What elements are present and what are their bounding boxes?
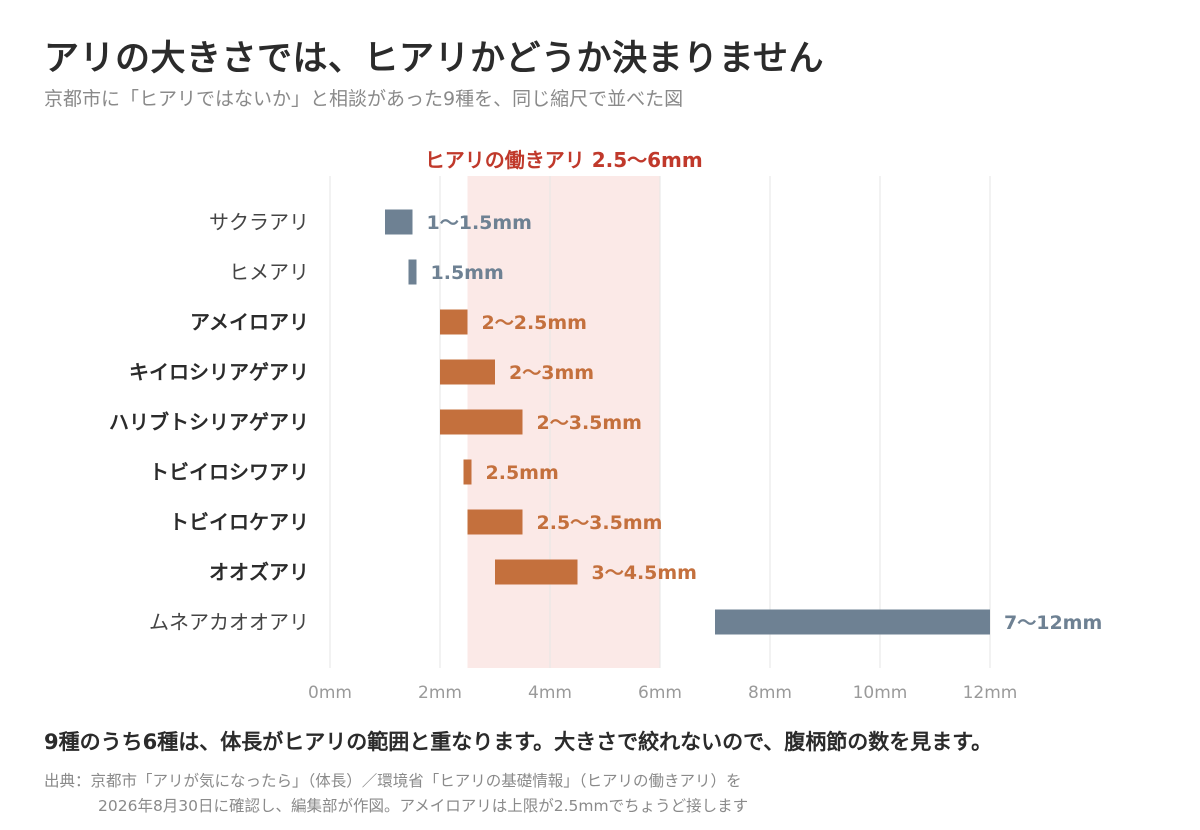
source-line-1: 出典：京都市「アリが気になったら」（体長）／環境省「ヒアリの基礎情報」（ヒアリの… <box>44 772 742 790</box>
x-tick-label-0mm: 0mm <box>308 683 352 703</box>
bar-オオズアリ <box>495 559 578 585</box>
x-tick-label-6mm: 6mm <box>638 683 682 703</box>
bar-ヒメアリ <box>408 259 417 285</box>
x-tick-label-12mm: 12mm <box>963 683 1018 703</box>
category-label: ヒメアリ <box>229 260 309 284</box>
x-tick-label-4mm: 4mm <box>528 683 572 703</box>
category-label: オオズアリ <box>209 560 309 584</box>
category-label: サクラアリ <box>209 210 309 234</box>
value-label: 2〜3.5mm <box>537 412 642 434</box>
value-label: 3〜4.5mm <box>592 562 697 584</box>
reference-band-label: ヒアリの働きアリ 2.5〜6mm <box>425 148 703 172</box>
category-label: トビイロシワアリ <box>149 460 309 484</box>
category-label: ムネアカオオアリ <box>149 610 309 634</box>
source-line-2: 2026年8月30日に確認し、編集部が作図。アメイロアリは上限が2.5mmでちょ… <box>98 797 749 815</box>
chart-subtitle: 京都市に「ヒアリではないか」と相談があった9種を、同じ縮尺で並べた図 <box>44 88 684 110</box>
bar-キイロシリアゲアリ <box>440 359 495 385</box>
category-label: キイロシリアゲアリ <box>129 360 309 384</box>
category-label: トビイロケアリ <box>169 510 309 534</box>
category-label: アメイロアリ <box>190 310 309 334</box>
bar-ムネアカオオアリ <box>715 609 990 635</box>
value-label: 2〜2.5mm <box>482 312 587 334</box>
category-label: ハリブトシリアゲアリ <box>109 410 309 434</box>
range-bar-chart: ヒアリの働きアリ 2.5〜6mm 0mm 2mm 4mm 6mm 8mm 10mm 12mm サ… <box>109 148 1102 703</box>
bar-アメイロアリ <box>440 309 468 335</box>
x-tick-label-2mm: 2mm <box>418 683 462 703</box>
chart-title: アリの大きさでは、ヒアリかどうか決まりません <box>44 39 824 79</box>
bar-ハリブトシリアゲアリ <box>440 409 523 435</box>
x-tick-label-8mm: 8mm <box>748 683 792 703</box>
bar-トビイロシワアリ <box>463 459 472 485</box>
value-label: 7〜12mm <box>1004 612 1102 634</box>
chart-takeaway: 9種のうち6種は、体長がヒアリの範囲と重なります。大きさで絞れないので、腹柄節の… <box>44 730 993 754</box>
bar-トビイロケアリ <box>467 509 523 535</box>
source-note: 出典：京都市「アリが気になったら」（体長）／環境省「ヒアリの基礎情報」（ヒアリの… <box>44 769 748 819</box>
value-label: 2〜3mm <box>509 362 594 384</box>
value-label: 2.5mm <box>486 462 559 484</box>
x-tick-label-10mm: 10mm <box>853 683 908 703</box>
bar-サクラアリ <box>385 209 413 235</box>
value-label: 1.5mm <box>431 262 504 284</box>
value-label: 1〜1.5mm <box>427 212 532 234</box>
value-label: 2.5〜3.5mm <box>537 512 663 534</box>
